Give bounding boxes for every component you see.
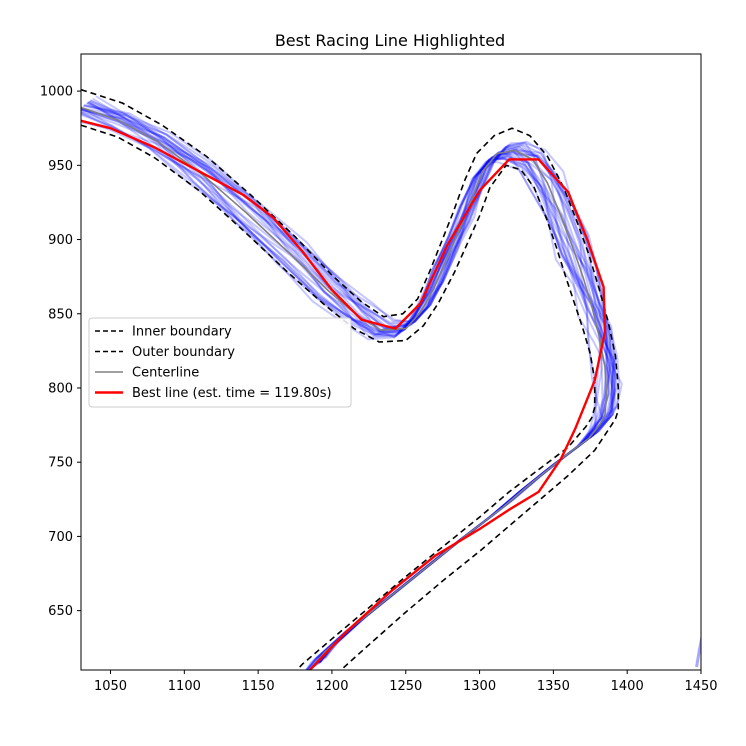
candidate-line-edge (695, 634, 701, 668)
legend-label: Centerline (132, 366, 199, 381)
y-tick-label: 750 (48, 456, 73, 471)
x-tick-label: 1050 (94, 679, 127, 694)
chart-title: Best Racing Line Highlighted (275, 31, 505, 50)
candidate-line (95, 95, 621, 660)
y-tick-label: 650 (48, 604, 73, 619)
best-line (81, 119, 607, 670)
x-tick-label: 1200 (315, 679, 348, 694)
plot-frame (80, 53, 702, 671)
x-tick-label: 1250 (389, 679, 422, 694)
legend-label: Outer boundary (132, 345, 235, 360)
legend: Inner boundary Outer boundary Centerline Be… (88, 317, 352, 408)
x-tick-label: 1150 (242, 679, 275, 694)
y-tick-label: 900 (48, 233, 73, 248)
y-tick-label: 850 (48, 307, 73, 322)
x-tick-label: 1400 (611, 679, 644, 694)
candidate-line (92, 97, 602, 670)
y-tick-label: 700 (48, 530, 73, 545)
legend-label: Best line (est. time = 119.80s) (132, 386, 332, 401)
y-tick-label: 950 (48, 159, 73, 174)
inner-boundary-line (81, 124, 596, 670)
x-tick-label: 1450 (684, 679, 717, 694)
series-lines (81, 88, 620, 670)
legend-box (88, 317, 352, 408)
x-tick-label: 1100 (168, 679, 201, 694)
y-axis: 650 700 750 800 850 900 950 1000 (40, 85, 81, 619)
legend-label: Inner boundary (132, 325, 232, 340)
candidate-line (81, 121, 623, 663)
y-tick-label: 800 (48, 381, 73, 396)
y-tick-label: 1000 (40, 85, 73, 100)
x-tick-label: 1350 (537, 679, 570, 694)
candidate-line (85, 102, 607, 669)
x-axis: 1050 1100 1150 1200 1250 1300 1350 1400 1450 (94, 670, 718, 694)
x-tick-label: 1300 (463, 679, 496, 694)
centerline-line (81, 106, 608, 670)
plot-area (81, 88, 701, 670)
